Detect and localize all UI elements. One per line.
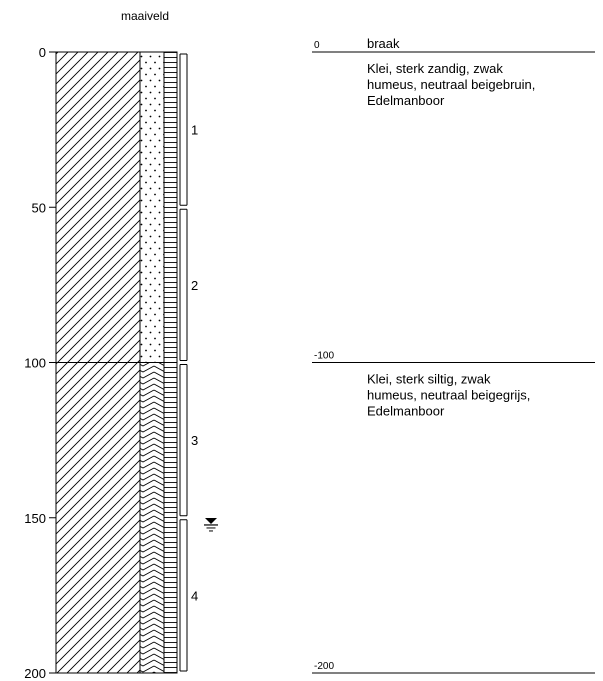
depth-tick-label: 150 bbox=[24, 511, 46, 526]
depth-tick-label: 200 bbox=[24, 666, 46, 681]
layer-description-line: humeus, neutraal beigebruin, bbox=[367, 77, 535, 92]
sample-label: 2 bbox=[191, 278, 198, 293]
bottom-depth-label: -200 bbox=[314, 661, 334, 672]
sample-interval: 3 bbox=[179, 364, 198, 517]
humus-texture bbox=[163, 362, 178, 674]
sand-dots-texture bbox=[139, 51, 165, 363]
sample-interval: 2 bbox=[179, 208, 198, 361]
lithology-column bbox=[55, 51, 178, 674]
sample-interval: 4 bbox=[179, 519, 198, 672]
clay-hatch bbox=[55, 362, 141, 674]
layer-description-line: humeus, neutraal beigegrijs, bbox=[367, 388, 530, 403]
silt-zigzag-texture bbox=[139, 362, 165, 674]
layer-description-line: Edelmanboor bbox=[367, 93, 445, 108]
layer-name: braak bbox=[367, 36, 400, 51]
depth-tick-label: 50 bbox=[32, 200, 46, 215]
humus-texture bbox=[163, 51, 178, 363]
sample-intervals: 1 2 3 4 bbox=[179, 53, 198, 672]
layer-description-line: Klei, sterk siltig, zwak bbox=[367, 372, 491, 387]
layer-top-depth: -100 bbox=[314, 351, 334, 362]
depth-axis: 0 50 100 150 200 bbox=[24, 45, 56, 681]
layer-top-depth: 0 bbox=[314, 40, 320, 51]
layer-description-line: Edelmanboor bbox=[367, 404, 445, 419]
layer-description-line: Klei, sterk zandig, zwak bbox=[367, 61, 503, 76]
depth-tick-label: 100 bbox=[24, 356, 46, 371]
surface-label: maaiveld bbox=[121, 9, 169, 23]
sample-label: 3 bbox=[191, 433, 198, 448]
groundwater-level-icon bbox=[204, 517, 218, 532]
sample-label: 4 bbox=[191, 588, 198, 603]
clay-hatch bbox=[55, 51, 141, 363]
sample-interval: 1 bbox=[179, 53, 198, 206]
groundwater-marker bbox=[204, 517, 218, 532]
depth-tick-label: 0 bbox=[39, 45, 46, 60]
sample-label: 1 bbox=[191, 123, 198, 138]
